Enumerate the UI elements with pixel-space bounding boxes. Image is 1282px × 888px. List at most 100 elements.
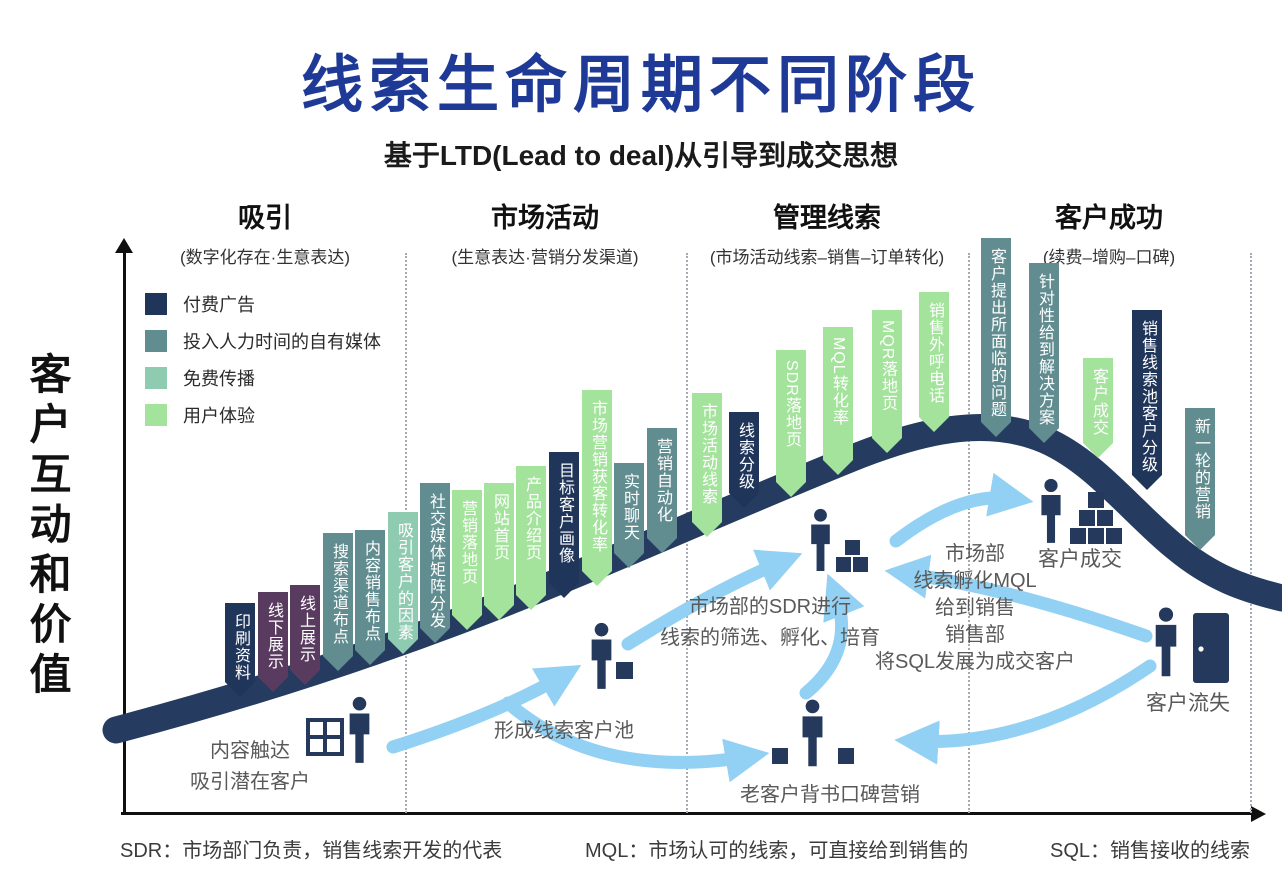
stage-banner: 实时聊天 [614,463,644,568]
box-stack-icon [845,540,860,555]
phase-separator [686,253,688,813]
note-line: 将SQL发展为成交客户 [874,651,1076,673]
note-content-reach: 内容触达 吸引潜在客户 [140,736,360,798]
note-line: 线索孵化MQL [913,570,1037,592]
footnote-mql: MQL：市场认可的线索，可直接给到销售的 [585,840,969,862]
legend-label: 投入人力时间的自有媒体 [183,332,381,352]
window-grid-icon [306,718,344,756]
stage-banner: 客户提出所面临的问题 [981,238,1011,437]
note-line: 线索的筛选、孵化、培育 [660,627,880,649]
page-title: 线索生命周期不同阶段 [300,51,981,120]
note-line: 内容触达 [210,740,290,762]
legend-swatch [145,404,167,426]
box-stack-icon [616,662,633,679]
stage-banner: 销售线索池客户分级 [1132,310,1162,490]
phase-subtitle: (生意表达·营销分发渠道) [451,248,639,267]
note-sdr-process: 市场部的SDR进行 线索的筛选、孵化、培育 [620,592,920,654]
person-icon [797,698,828,768]
stage-banner: 吸引客户的因素 [388,512,418,654]
legend-item: 投入人力时间的自有媒体 [145,330,381,352]
person-icon [806,508,835,572]
phase-subtitle: (市场活动线索–销售–订单转化) [709,248,945,267]
note-line: 市场部 [945,543,1005,565]
note-old-customer: 老客户背书口碑营销 [705,780,955,811]
stage-banner: MQL转化率 [823,327,853,475]
phase-title: 吸引 [238,203,292,233]
stage-banner: 线上展示 [290,585,320,685]
legend-label: 付费广告 [183,295,255,315]
stage-banner: SDR落地页 [776,350,806,497]
stage-banner: 市场活动线索 [692,393,722,537]
box-stack-icon [772,748,788,764]
phase-header-attract: 吸引 (数字化存在·生意表达) [125,196,405,268]
flow-arrow [889,472,1034,548]
note-line: 给到销售 [935,597,1015,619]
phase-header-marketing: 市场活动 (生意表达·营销分发渠道) [405,196,685,268]
stage-banner: 新一轮的营销 [1185,408,1215,550]
footnote-sql: SQL：销售接收的线索 [1050,840,1251,862]
box-stack-icon [1097,510,1113,526]
person-icon [1150,606,1182,678]
stage-banner: 客户成交 [1083,358,1113,458]
legend-label: 免费传播 [183,369,255,389]
phase-header-customer-success: 客户成功 (续费–增购–口碑) [969,196,1249,268]
legend-swatch [145,330,167,352]
x-axis-line [121,812,1253,815]
box-stack-icon [853,557,868,572]
stage-banner: 营销落地页 [452,490,482,630]
y-axis-label: 客户互动和价值 [24,352,71,702]
stage-banner: 市场营销获客转化率 [582,390,612,586]
phase-separator [1250,253,1252,813]
note-line: 客户流失 [1146,692,1230,715]
legend-label: 用户体验 [183,406,255,426]
box-stack-icon [836,557,851,572]
note-line: 形成线索客户池 [494,720,634,742]
box-stack-icon [1070,528,1086,544]
note-dept-flow: 市场部 线索孵化MQL 给到销售 销售部 将SQL发展为成交客户 [845,541,1105,676]
phase-separator [968,253,970,813]
note-churn: 客户流失 [1118,688,1258,719]
legend-swatch [145,367,167,389]
legend-swatch [145,293,167,315]
y-axis-arrow-icon [115,238,133,253]
footnote-sdr: SDR：市场部门负责，销售线索开发的代表 [120,840,503,862]
phase-header-lead-management: 管理线索 (市场活动线索–销售–订单转化) [687,196,967,268]
stage-banner: 社交媒体矩阵分发 [420,483,450,643]
stage-banner: 营销自动化 [647,428,677,553]
legend-item: 免费传播 [145,367,381,389]
phase-subtitle: (续费–增购–口碑) [1042,248,1176,267]
person-icon [1036,478,1066,544]
y-axis-line [123,252,126,814]
door-icon [1192,612,1230,684]
phase-subtitle: (数字化存在·生意表达) [180,248,350,267]
box-stack-icon [838,748,854,764]
stage-banner: 内容销售布点 [355,530,385,665]
box-stack-icon [1079,510,1095,526]
box-stack-icon [1088,528,1104,544]
stage-banner: 产品介绍页 [516,466,546,610]
note-deal: 客户成交 [1010,544,1150,575]
stage-banner: 线索分级 [729,412,759,508]
phase-title: 市场活动 [491,203,599,233]
x-axis-arrow-icon [1251,806,1266,822]
stage-banner: MQR落地页 [872,310,902,453]
legend-item: 用户体验 [145,404,381,426]
page-subtitle: 基于LTD(Lead to deal)从引导到成交思想 [383,140,899,171]
person-icon [586,622,617,690]
note-line: 市场部的SDR进行 [688,596,852,618]
phase-title: 客户成功 [1055,203,1163,233]
note-line: 吸引潜在客户 [190,771,310,793]
stage-banner: 印刷资料 [225,603,255,697]
stage-banner: 销售外呼电话 [919,292,949,432]
stage-banner: 针对性给到解决方案 [1029,263,1059,443]
stage-banner: 网站首页 [484,483,514,620]
flow-arrow [894,659,1157,765]
box-stack-icon [1106,528,1122,544]
person-icon [344,696,375,764]
phase-title: 管理线索 [773,203,881,233]
legend-item: 付费广告 [145,293,381,315]
stage-banner: 目标客户画像 [549,452,579,598]
box-stack-icon [1088,492,1104,508]
legend: 付费广告 投入人力时间的自有媒体 免费传播 用户体验 [145,293,381,441]
